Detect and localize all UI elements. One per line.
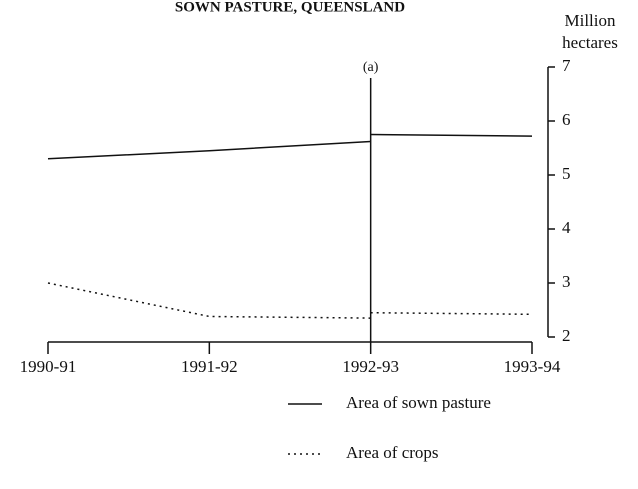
- y-axis-label: hectares: [562, 33, 618, 52]
- x-tick-label: 1990-91: [20, 357, 77, 376]
- legend-label: Area of crops: [346, 443, 439, 462]
- y-tick-label: 2: [562, 326, 571, 345]
- series-line: [47, 140, 371, 160]
- y-tick-label: 7: [562, 56, 571, 75]
- x-tick-label: 1993-94: [504, 357, 561, 376]
- series-line: [47, 282, 371, 319]
- y-tick-label: 6: [562, 110, 571, 129]
- series-line: [370, 311, 533, 316]
- x-tick-label: 1991-92: [181, 357, 238, 376]
- y-tick-label: 5: [562, 164, 571, 183]
- chart-title: SOWN PASTURE, QUEENSLAND: [175, 0, 405, 15]
- y-axis-label: Million: [564, 11, 616, 30]
- series-line: [370, 133, 533, 137]
- x-tick-label: 1992-93: [342, 357, 399, 376]
- legend-label: Area of sown pasture: [346, 393, 491, 412]
- annotation: (a): [363, 60, 379, 75]
- y-tick-label: 4: [562, 218, 571, 237]
- y-tick-label: 3: [562, 272, 571, 291]
